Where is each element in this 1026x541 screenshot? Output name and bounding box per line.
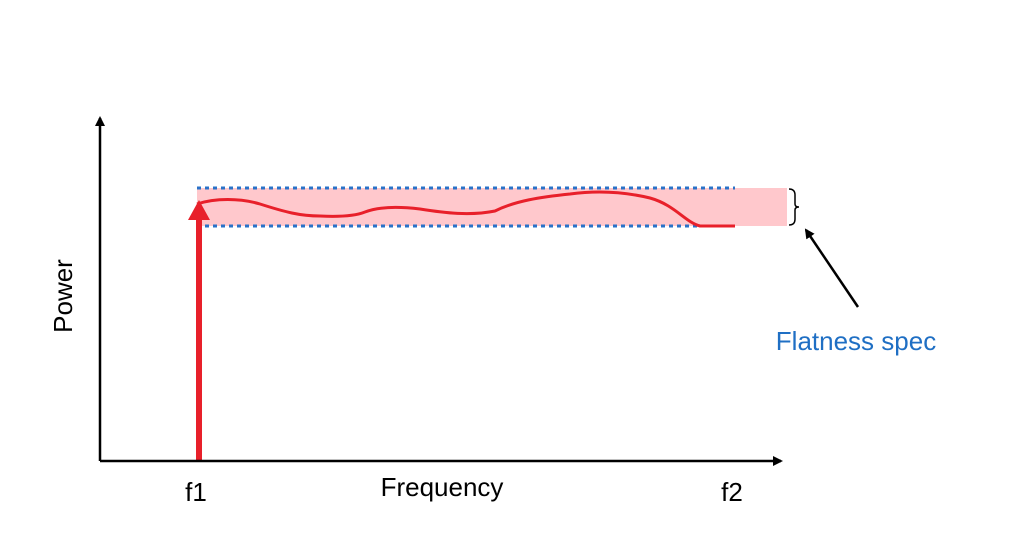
annotation-arrow [804,228,860,308]
x-axis-label: Frequency [381,472,504,502]
band-bracket [788,188,800,226]
y-axis-label: Power [48,259,78,333]
signal-curve [196,190,735,228]
x-tick-f1: f1 [185,477,207,507]
x-tick-f2: f2 [721,477,743,507]
flatness-band [197,188,787,226]
flatness-spec-label: Flatness spec [776,326,936,356]
carrier-arrow-head [188,200,210,220]
